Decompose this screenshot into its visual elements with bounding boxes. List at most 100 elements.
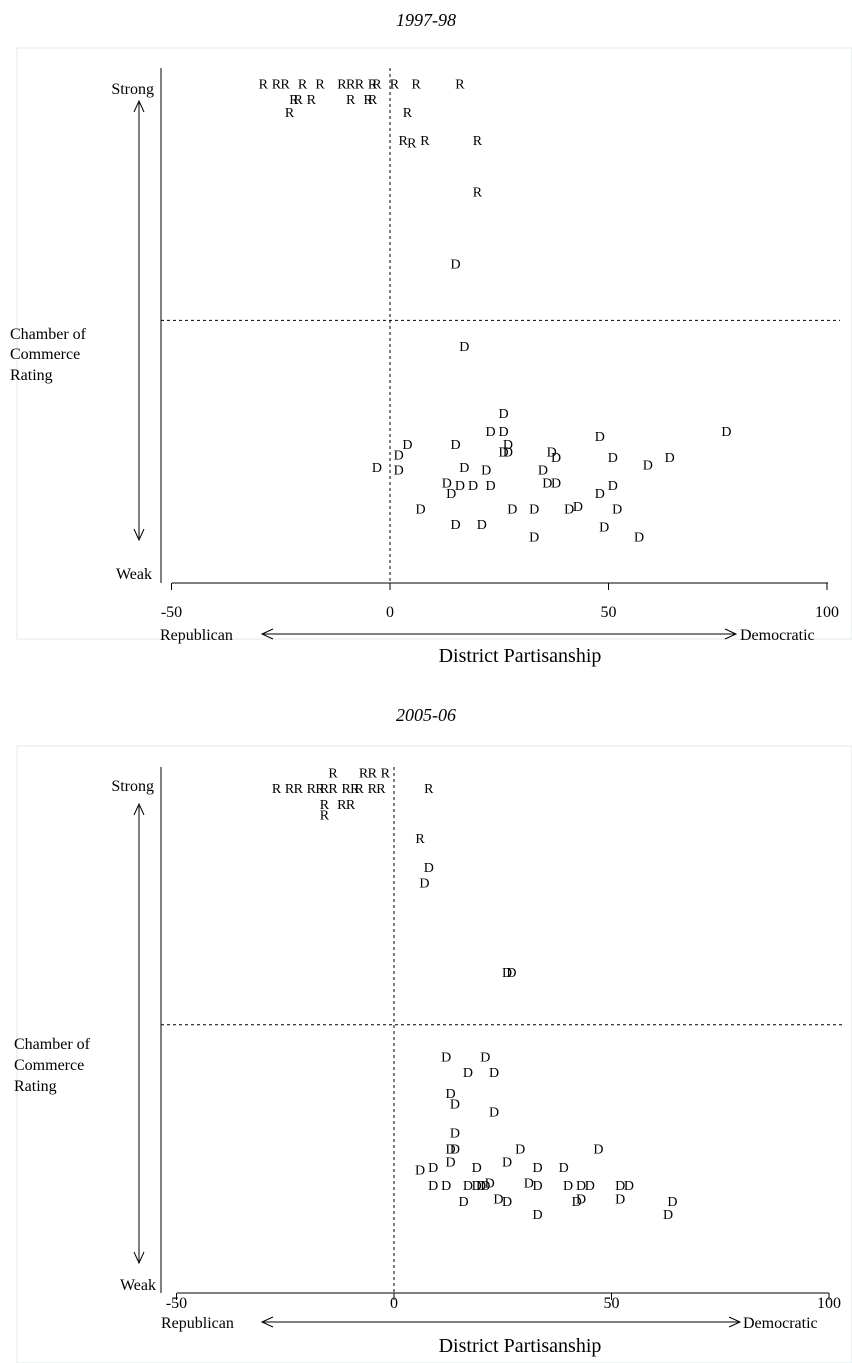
point-republican: R: [315, 77, 325, 92]
point-democrat: D: [445, 1087, 455, 1102]
point-democrat: D: [419, 877, 429, 892]
point-democrat: D: [634, 531, 644, 546]
point-democrat: D: [472, 1179, 482, 1194]
point-democrat: D: [402, 438, 412, 453]
point-republican: R: [320, 808, 330, 823]
point-republican: R: [346, 77, 356, 92]
point-republican: R: [294, 782, 304, 797]
point-democrat: D: [503, 438, 513, 453]
point-republican: R: [473, 134, 483, 149]
panel-title: 2005-06: [396, 705, 456, 725]
point-democrat: D: [595, 487, 605, 502]
point-democrat: D: [442, 477, 452, 492]
x-right-label: Democratic: [743, 1315, 818, 1332]
point-democrat: D: [499, 425, 509, 440]
point-democrat: D: [489, 1106, 499, 1121]
point-democrat: D: [529, 531, 539, 546]
x-axis-title: District Partisanship: [439, 645, 602, 667]
point-democrat: D: [499, 446, 509, 461]
point-democrat: D: [450, 438, 460, 453]
panel-frame: [16, 47, 852, 640]
point-democrat: D: [485, 1177, 495, 1192]
partisanship-arrow: [260, 1316, 742, 1328]
point-democrat: D: [559, 1161, 569, 1176]
point-democrat: D: [551, 451, 561, 466]
point-democrat: D: [450, 1127, 460, 1142]
x-left-label: Republican: [161, 1315, 234, 1332]
point-democrat: D: [585, 1179, 595, 1194]
point-democrat: D: [529, 502, 539, 517]
y-axis-label-line-2: Commerce: [14, 1057, 84, 1074]
point-republican: R: [298, 77, 308, 92]
point-republican: R: [285, 782, 295, 797]
point-republican: R: [320, 798, 330, 813]
x-right-label: Democratic: [740, 627, 815, 644]
point-republican: R: [307, 782, 317, 797]
point-republican: R: [328, 782, 338, 797]
point-democrat: D: [542, 477, 552, 492]
point-republican: R: [350, 782, 360, 797]
point-republican: R: [403, 106, 413, 121]
point-democrat: D: [573, 500, 583, 515]
strength-arrow: [133, 99, 145, 542]
partisanship-arrow: [260, 628, 738, 640]
point-republican: R: [320, 782, 330, 797]
point-democrat: D: [394, 464, 404, 479]
y-axis-label-line-3: Rating: [10, 367, 53, 384]
point-democrat: D: [450, 1142, 460, 1157]
point-republican: R: [328, 766, 338, 781]
point-democrat: D: [532, 1161, 542, 1176]
point-republican: R: [368, 766, 378, 781]
point-democrat: D: [532, 1208, 542, 1223]
point-democrat: D: [667, 1195, 677, 1210]
point-republican: R: [346, 93, 356, 108]
y-axis-label-line-3: Rating: [14, 1078, 57, 1095]
point-democrat: D: [415, 1163, 425, 1178]
point-democrat: D: [643, 459, 653, 474]
point-republican: R: [355, 782, 365, 797]
point-democrat: D: [499, 407, 509, 422]
point-republican: R: [294, 93, 304, 108]
point-democrat: D: [615, 1179, 625, 1194]
point-democrat: D: [608, 479, 618, 494]
point-democrat: D: [576, 1179, 586, 1194]
point-democrat: D: [459, 340, 469, 355]
point-democrat: D: [485, 479, 495, 494]
x-tick-label: 0: [390, 1295, 398, 1312]
x-tick-label: -50: [166, 1295, 187, 1312]
point-republican: R: [363, 93, 373, 108]
x-ticks: -50 0 50 100: [166, 1293, 841, 1312]
point-republican: R: [381, 766, 391, 781]
point-democrat: D: [572, 1195, 582, 1210]
point-republican: R: [368, 782, 378, 797]
point-democrat: D: [445, 1142, 455, 1157]
point-republican: R: [337, 77, 347, 92]
point-democrat: D: [624, 1179, 634, 1194]
x-axis-title: District Partisanship: [439, 1335, 602, 1357]
point-republican: R: [315, 782, 325, 797]
y-bottom-label: Weak: [120, 1277, 156, 1294]
point-democrat: D: [394, 448, 404, 463]
point-democrat: D: [493, 1192, 503, 1207]
point-republican: R: [420, 134, 430, 149]
point-democrat: D: [450, 258, 460, 273]
x-tick-label: 50: [604, 1295, 620, 1312]
point-republican: R: [390, 77, 400, 92]
point-republican: R: [307, 93, 317, 108]
point-republican: R: [424, 782, 434, 797]
panel-2005-06: 2005-06 -50 0 50 100 Strong Weak Chamber of…: [14, 705, 852, 1363]
point-democrat: D: [416, 502, 426, 517]
point-democrat: D: [721, 425, 731, 440]
point-democrat: D: [463, 1066, 473, 1081]
point-democrat: D: [459, 1195, 469, 1210]
point-democrat: D: [595, 430, 605, 445]
point-republican: R: [289, 93, 299, 108]
point-democrat: D: [476, 1179, 486, 1194]
point-democrat: D: [481, 464, 491, 479]
point-republican: R: [346, 798, 356, 813]
point-democrat: D: [489, 1066, 499, 1081]
point-republican: R: [473, 186, 483, 201]
point-republican: R: [280, 77, 290, 92]
x-tick-label: 100: [817, 1295, 841, 1312]
